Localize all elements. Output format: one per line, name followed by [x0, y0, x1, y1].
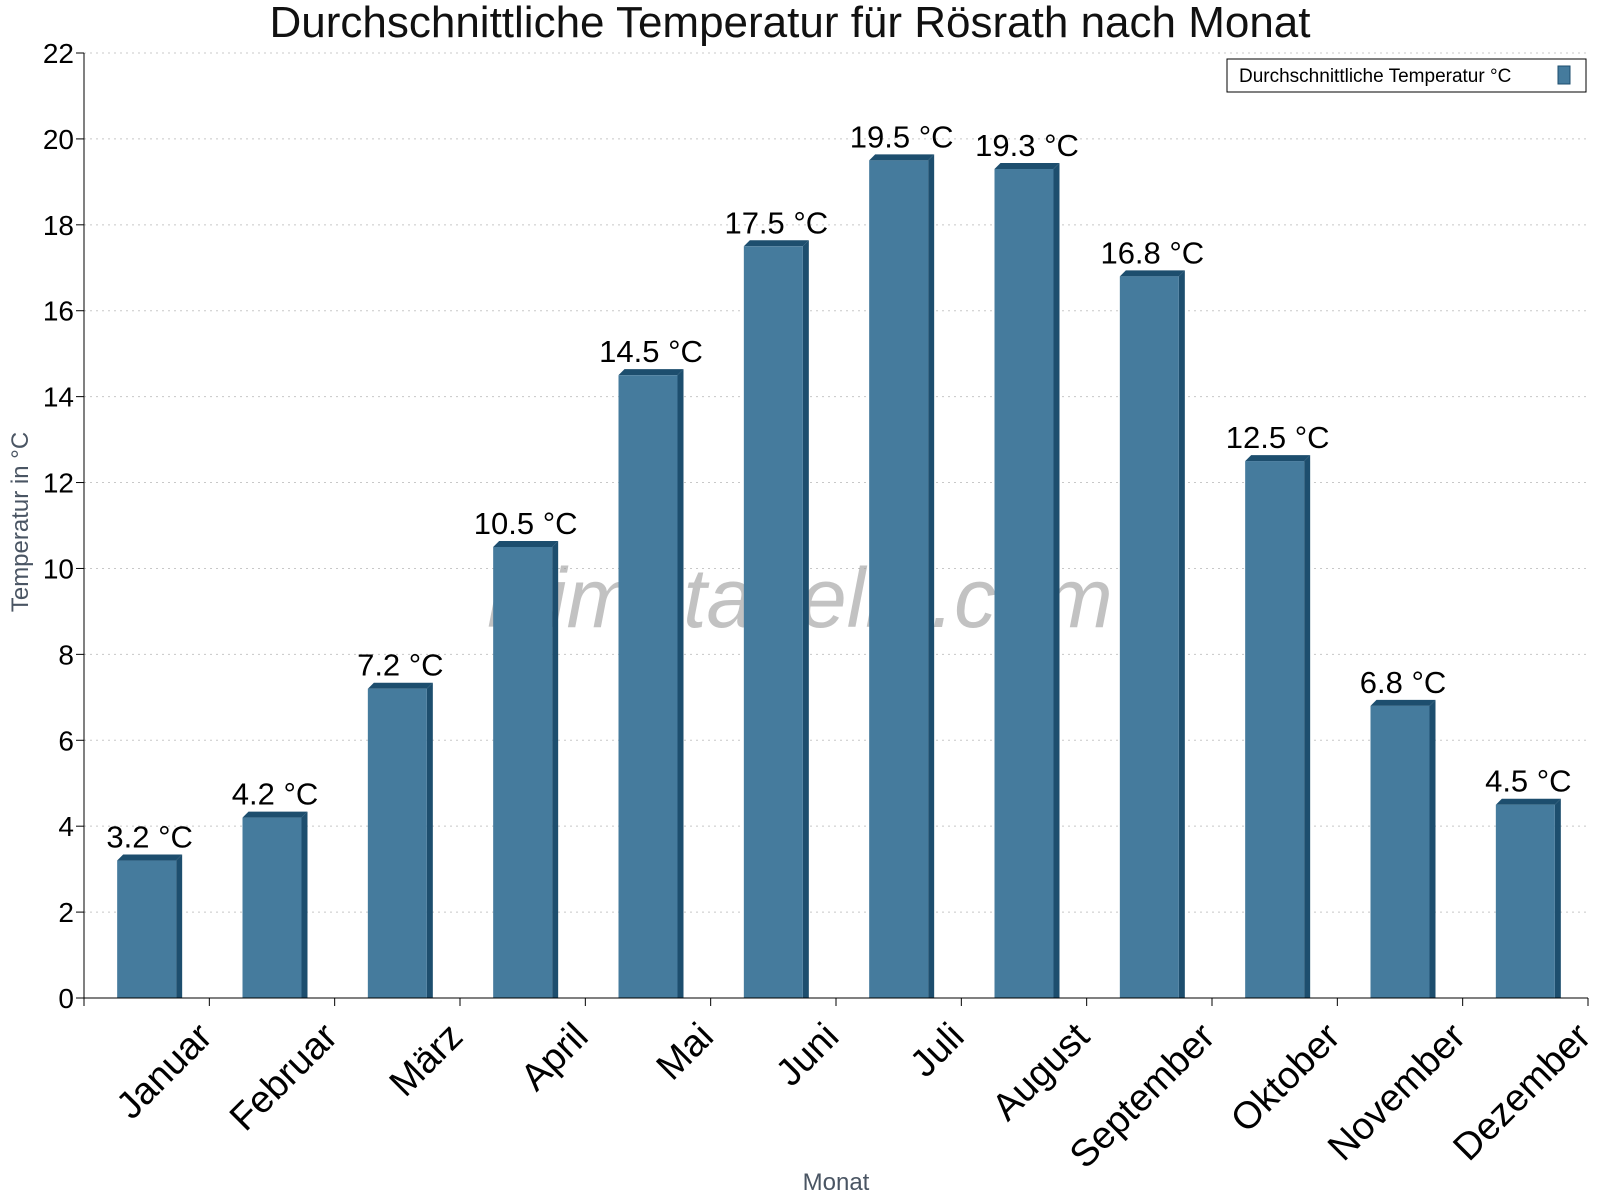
y-tick-label: 10 — [43, 553, 74, 584]
y-tick-label: 22 — [43, 38, 74, 69]
legend-box — [1226, 58, 1587, 93]
data-label: 3.2 °C — [106, 820, 193, 855]
y-tick-label: 18 — [43, 210, 74, 241]
bar — [618, 375, 678, 999]
data-label: 19.5 °C — [850, 119, 954, 154]
data-label: 17.5 °C — [724, 205, 828, 240]
bar-side — [677, 369, 684, 999]
bar — [994, 168, 1054, 998]
x-tick-label: Januar — [109, 1015, 221, 1127]
bar-top — [618, 369, 684, 376]
x-tick-label: März — [382, 1015, 471, 1104]
x-tick-label: Juni — [768, 1015, 847, 1094]
bar-top — [1245, 455, 1311, 462]
axes — [83, 53, 1588, 999]
y-tick-label: 16 — [43, 296, 74, 327]
legend-swatch — [1557, 65, 1571, 85]
y-tick-label: 20 — [43, 124, 74, 155]
bar-top — [869, 154, 935, 161]
bar-side — [176, 854, 183, 998]
data-labels: 3.2 °C 4.2 °C 7.2 °C 10.5 °C 14.5 °C 17.5 °C 1… — [106, 119, 1571, 854]
x-tick-label: April — [513, 1015, 596, 1098]
bar-top — [743, 240, 809, 247]
bar-side — [1053, 162, 1060, 998]
y-axis-ticks: 0 2 4 6 8 10 12 14 16 18 20 22 — [43, 38, 84, 1014]
bar-side — [301, 811, 308, 998]
x-tick-label: Oktober — [1223, 1015, 1349, 1141]
y-tick-label: 2 — [58, 897, 74, 928]
data-label: 14.5 °C — [599, 334, 703, 369]
x-axis-title: Monat — [803, 1169, 870, 1196]
legend-label: Durchschnittliche Temperatur °C — [1239, 66, 1511, 87]
bars — [117, 154, 1561, 999]
x-tick-label: August — [984, 1015, 1098, 1129]
bar — [743, 246, 803, 998]
x-tick-label: Dezember — [1446, 1015, 1600, 1169]
data-label: 16.8 °C — [1100, 235, 1204, 270]
data-label: 6.8 °C — [1360, 665, 1447, 700]
data-label: 7.2 °C — [357, 648, 444, 683]
data-label: 19.3 °C — [975, 128, 1079, 163]
y-tick-label: 0 — [58, 983, 74, 1014]
bar-top — [117, 854, 183, 861]
bar-side — [1554, 798, 1561, 998]
data-label: 4.2 °C — [232, 777, 319, 812]
bar-side — [1178, 270, 1185, 998]
bar-top — [1119, 270, 1185, 277]
bar — [367, 688, 427, 998]
bar-side — [426, 682, 433, 998]
data-label: 10.5 °C — [474, 506, 578, 541]
y-tick-label: 14 — [43, 382, 74, 413]
y-tick-label: 4 — [58, 811, 74, 842]
bar-side — [1304, 455, 1311, 998]
bar — [117, 860, 177, 998]
bar-top — [493, 540, 559, 547]
bar-top — [367, 682, 433, 689]
y-tick-label: 6 — [58, 725, 74, 756]
bar-top — [1370, 699, 1436, 706]
y-tick-label: 12 — [43, 468, 74, 499]
bar-side — [552, 540, 559, 998]
y-axis-title: Temperatur in °C — [7, 432, 34, 612]
bar-side — [928, 154, 935, 999]
bar-top — [242, 811, 308, 818]
x-tick-label: Juli — [902, 1015, 972, 1085]
bar — [242, 817, 302, 998]
legend: Durchschnittliche Temperatur °C — [1226, 58, 1587, 93]
data-label: 4.5 °C — [1485, 764, 1572, 799]
bar — [493, 546, 553, 998]
bar-side — [1429, 699, 1436, 998]
bar — [1495, 804, 1555, 998]
bar-side — [802, 240, 809, 998]
bar-top — [1495, 798, 1561, 805]
x-axis-ticks: Januar Februar März April Mai Juni Juli AugustS… — [83, 998, 1600, 1177]
bar — [1119, 276, 1179, 998]
x-tick-label: Mai — [649, 1015, 722, 1088]
chart-title: Durchschnittliche Temperatur für Rösrath… — [269, 0, 1310, 47]
y-tick-label: 8 — [58, 639, 74, 670]
bar-top — [994, 162, 1060, 169]
x-tick-label: Februar — [222, 1015, 346, 1139]
bar — [1245, 461, 1305, 998]
bar — [1370, 705, 1430, 998]
data-label: 12.5 °C — [1226, 420, 1330, 455]
bar — [869, 160, 929, 999]
